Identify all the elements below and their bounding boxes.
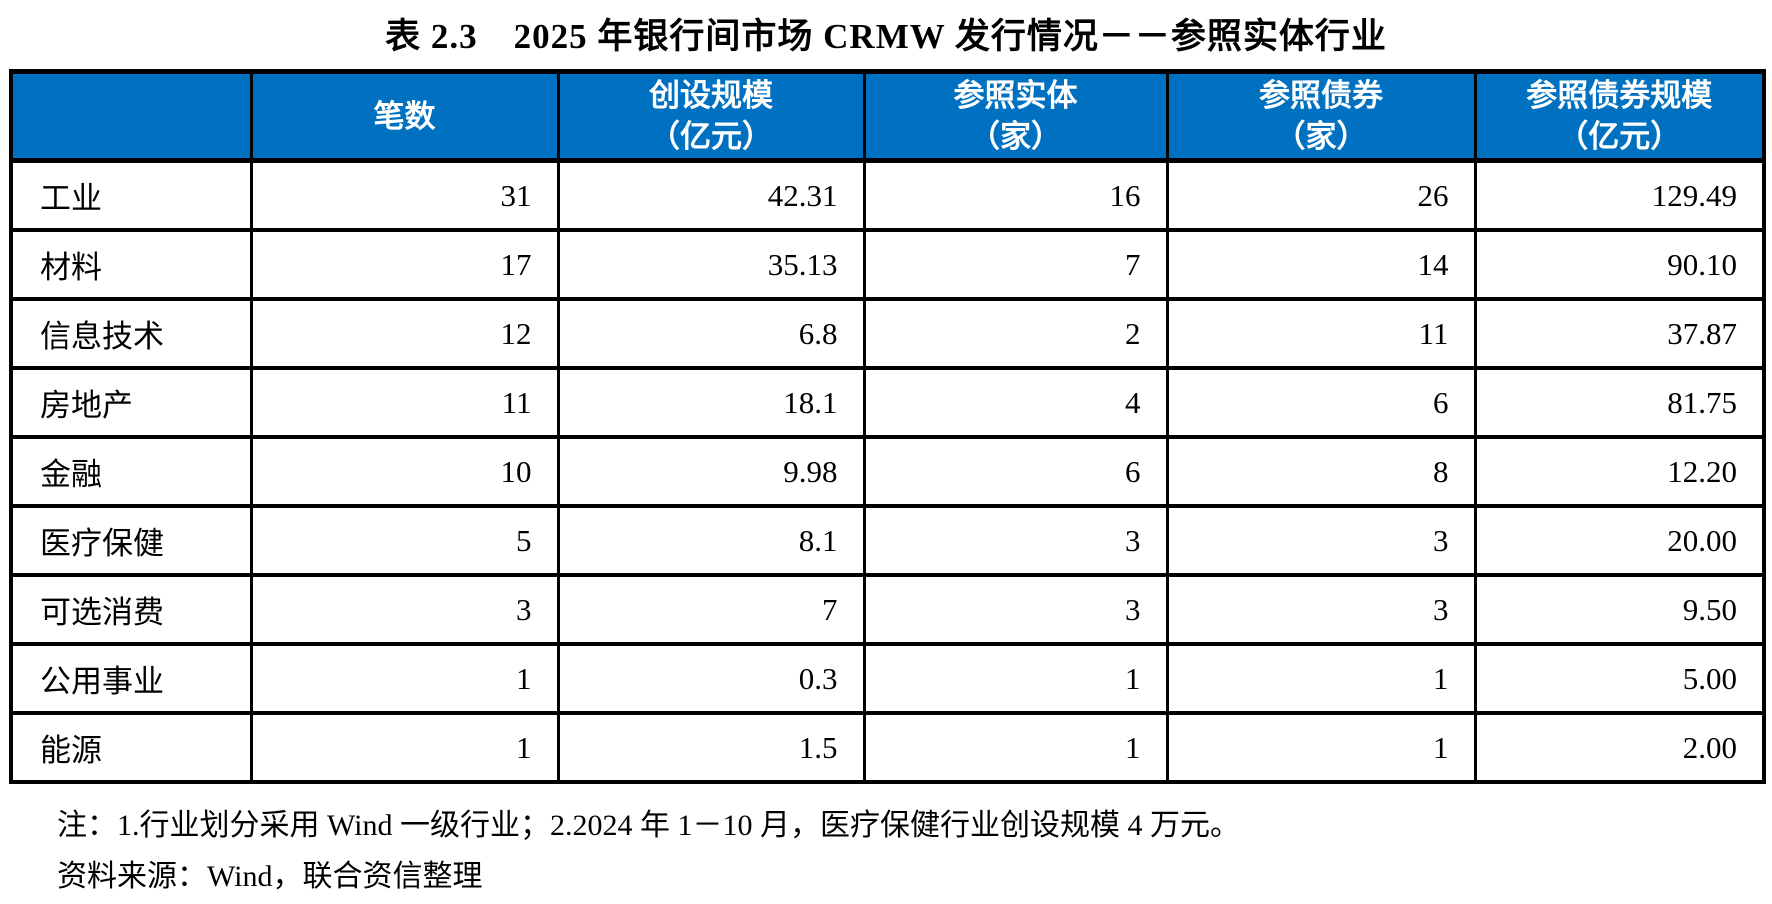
industry-cell: 公用事业 [9, 642, 253, 715]
header-line: 参照债券 [1259, 78, 1383, 113]
industry-cell: 材料 [9, 228, 253, 301]
value-cell: 90.10 [1473, 228, 1766, 301]
industry-cell: 医疗保健 [9, 504, 253, 577]
value-cell: 8.1 [556, 504, 866, 577]
value-cell: 1 [862, 711, 1169, 784]
header-cell-reference-bonds: 参照债券 （家） [1165, 69, 1477, 163]
value-cell: 31 [249, 158, 560, 232]
value-cell: 17 [249, 228, 560, 301]
header-cell-reference-bond-scale: 参照债券规模 （亿元） [1473, 69, 1766, 163]
header-line: （亿元） [649, 119, 773, 154]
header-line: 参照债券规模 [1526, 78, 1713, 113]
value-cell: 2 [862, 297, 1169, 370]
value-cell: 3 [249, 573, 560, 646]
value-cell: 1 [249, 642, 560, 715]
header-line: 参照实体 [953, 78, 1078, 113]
value-cell: 5.00 [1473, 642, 1766, 715]
value-cell: 1 [249, 711, 560, 784]
value-cell: 129.49 [1473, 158, 1766, 232]
value-cell: 11 [1165, 297, 1477, 370]
industry-cell: 房地产 [9, 366, 253, 439]
value-cell: 9.98 [556, 435, 866, 508]
table-row: 工业 31 42.31 16 26 129.49 [9, 158, 1766, 232]
industry-cell: 信息技术 [9, 297, 253, 370]
value-cell: 42.31 [556, 158, 866, 232]
value-cell: 11 [249, 366, 560, 439]
industry-cell: 工业 [9, 158, 253, 232]
value-cell: 16 [862, 158, 1169, 232]
table-row: 材料 17 35.13 7 14 90.10 [9, 228, 1766, 301]
value-cell: 1.5 [556, 711, 866, 784]
header-line: 创设规模 [649, 78, 773, 113]
value-cell: 1 [1165, 642, 1477, 715]
value-cell: 3 [1165, 573, 1477, 646]
value-cell: 1 [1165, 711, 1477, 784]
value-cell: 5 [249, 504, 560, 577]
industry-cell: 可选消费 [9, 573, 253, 646]
value-cell: 1 [862, 642, 1169, 715]
value-cell: 0.3 [556, 642, 866, 715]
value-cell: 10 [249, 435, 560, 508]
value-cell: 6 [862, 435, 1169, 508]
value-cell: 20.00 [1473, 504, 1766, 577]
value-cell: 37.87 [1473, 297, 1766, 370]
value-cell: 81.75 [1473, 366, 1766, 439]
value-cell: 14 [1165, 228, 1477, 301]
value-cell: 18.1 [556, 366, 866, 439]
table-source: 资料来源：Wind，联合资信整理 [57, 860, 483, 893]
table-row: 金融 10 9.98 6 8 12.20 [9, 435, 1766, 508]
value-cell: 3 [862, 573, 1169, 646]
header-line: 笔数 [373, 98, 436, 134]
value-cell: 8 [1165, 435, 1477, 508]
header-line: （亿元） [1557, 119, 1682, 154]
value-cell: 7 [556, 573, 866, 646]
value-cell: 12.20 [1473, 435, 1766, 508]
header-line: （家） [1274, 119, 1368, 154]
value-cell: 3 [862, 504, 1169, 577]
table-body: 工业 31 42.31 16 26 129.49 材料 17 35.13 7 14 90.10 信息技术… [9, 158, 1766, 784]
value-cell: 26 [1165, 158, 1477, 232]
value-cell: 6.8 [556, 297, 866, 370]
table-row: 公用事业 1 0.3 1 1 5.00 [9, 642, 1766, 715]
table-row: 能源 1 1.5 1 1 2.00 [9, 711, 1766, 784]
value-cell: 7 [862, 228, 1169, 301]
value-cell: 4 [862, 366, 1169, 439]
table-title: 表 2.3 2025 年银行间市场 CRMW 发行情况－－参照实体行业 [385, 17, 1387, 56]
header-cell-creation-scale: 创设规模 （亿元） [556, 69, 866, 163]
value-cell: 6 [1165, 366, 1477, 439]
crmw-industry-table: 笔数 创设规模 （亿元） 参照实体 （家） 参照债券 （家） 参照债券规模 （亿… [9, 69, 1766, 784]
table-notes: 注：1.行业划分采用 Wind 一级行业；2.2024 年 1－10 月，医疗保… [57, 800, 1772, 902]
table-note: 注：1.行业划分采用 Wind 一级行业；2.2024 年 1－10 月，医疗保… [57, 809, 1240, 842]
header-line: （家） [969, 119, 1062, 154]
value-cell: 3 [1165, 504, 1477, 577]
header-cell-reference-entities: 参照实体 （家） [862, 69, 1169, 163]
value-cell: 35.13 [556, 228, 866, 301]
table-row: 可选消费 3 7 3 3 9.50 [9, 573, 1766, 646]
industry-cell: 能源 [9, 711, 253, 784]
table-row: 信息技术 12 6.8 2 11 37.87 [9, 297, 1766, 370]
header-row: 笔数 创设规模 （亿元） 参照实体 （家） 参照债券 （家） 参照债券规模 （亿… [9, 69, 1766, 163]
table-row: 医疗保健 5 8.1 3 3 20.00 [9, 504, 1766, 577]
table-row: 房地产 11 18.1 4 6 81.75 [9, 366, 1766, 439]
industry-cell: 金融 [9, 435, 253, 508]
value-cell: 2.00 [1473, 711, 1766, 784]
value-cell: 9.50 [1473, 573, 1766, 646]
header-cell-industry [9, 69, 253, 163]
value-cell: 12 [249, 297, 560, 370]
header-cell-count: 笔数 [249, 69, 560, 163]
